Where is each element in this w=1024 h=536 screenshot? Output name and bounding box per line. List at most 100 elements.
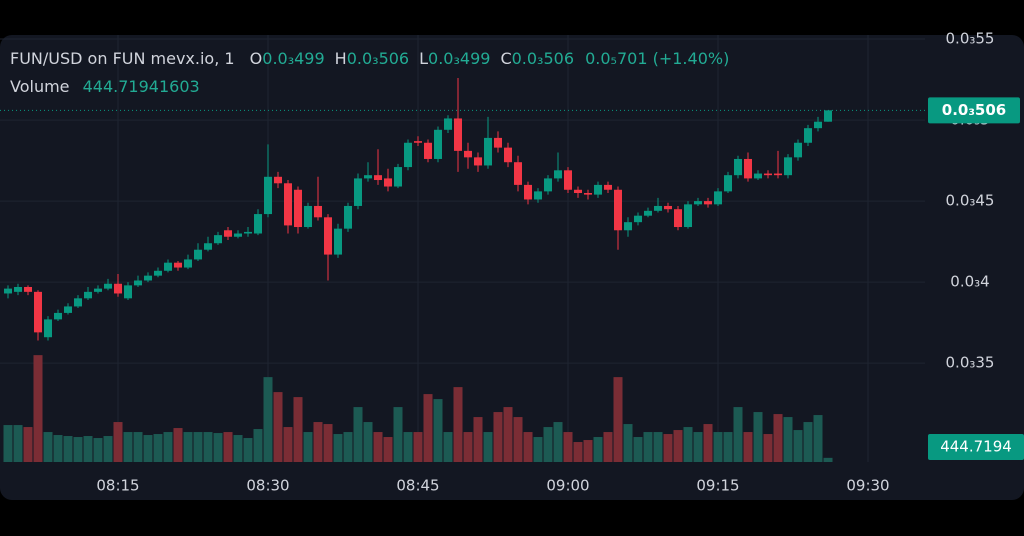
candle-body [364, 175, 372, 179]
volume-bar [243, 438, 253, 462]
candle-body [734, 158, 742, 176]
volume-bar [423, 394, 433, 462]
grid [0, 35, 925, 462]
volume-bar [743, 432, 753, 462]
volume-bar [543, 427, 553, 462]
x-tick-label: 08:15 [96, 477, 139, 495]
ohlc-label: O [249, 49, 263, 68]
volume-bar [413, 432, 423, 462]
candle-body [64, 306, 72, 313]
volume-bar [33, 355, 43, 462]
volume-value: 444.71941603 [82, 77, 200, 96]
ohlc-item: H0.0₃506 [335, 49, 409, 68]
candle-body [314, 205, 322, 218]
ohlc-value: 0.0₃499 [428, 49, 491, 68]
last-price-label: 0.0₃506 [942, 101, 1006, 119]
candle-body [74, 298, 82, 307]
volume-bar [563, 432, 573, 462]
volume-row: Volume 444.71941603 [10, 77, 200, 96]
x-tick-label: 09:15 [696, 477, 739, 495]
volume-bar [43, 432, 53, 462]
candle-body [404, 142, 412, 168]
candle-body [764, 173, 772, 176]
candle-body [134, 280, 142, 286]
volume-bar [173, 428, 183, 462]
candle-body [794, 142, 802, 158]
candles [4, 77, 832, 341]
volume-bar [433, 399, 443, 462]
volume-bar [753, 412, 763, 462]
candle-body [104, 283, 112, 289]
volume-bar [203, 432, 213, 462]
ohlc-label: L [419, 49, 429, 68]
volume-bar [463, 432, 473, 462]
volume-bar [253, 429, 263, 462]
candle-body [624, 222, 632, 231]
candle-body [94, 288, 102, 292]
volume-bar [153, 434, 163, 462]
volume-bar [473, 417, 483, 462]
symbol: FUN/USD on FUN mevx.io, 1 [10, 49, 235, 68]
candle-body [284, 183, 292, 226]
change: 0.0₅701 (+1.40%) [585, 49, 730, 68]
volume-bar [593, 437, 603, 462]
candle-body [44, 319, 52, 338]
candle-body [424, 142, 432, 159]
candle-body [374, 175, 382, 181]
volume-bar [773, 414, 783, 462]
candle-body [254, 214, 262, 234]
volume-bar [673, 430, 683, 462]
volume-bar [123, 432, 133, 462]
ohlc-item: C0.0₃506 [500, 49, 574, 68]
candle-body [704, 201, 712, 205]
candle-body [604, 184, 612, 190]
ohlc: O0.0₃499 H0.0₃506 L0.0₃499 C0.0₃506 [240, 49, 574, 68]
volume-bar [53, 435, 63, 462]
volume-bar [403, 432, 413, 462]
volume-bar [323, 424, 333, 462]
candle-body [464, 150, 472, 158]
x-tick-label: 08:45 [396, 477, 439, 495]
ohlc-value: 0.0₃506 [346, 49, 410, 68]
candle-body [514, 162, 522, 185]
volume-bar [63, 436, 73, 462]
volume-bar [143, 435, 153, 462]
volume-title: Volume [10, 77, 70, 96]
candle-body [324, 217, 332, 255]
volume-bar [113, 422, 123, 462]
volume-bar [613, 377, 623, 462]
candle-body [654, 205, 662, 211]
ohlc-item: O0.0₃499 [250, 49, 325, 68]
candle-body [454, 118, 462, 151]
volume-bar [453, 387, 463, 462]
y-tick-label: 0.0₃35 [946, 354, 995, 372]
candle-body [594, 184, 602, 195]
volume-bar [533, 437, 543, 462]
volume-pane [3, 355, 833, 462]
volume-bar [553, 422, 563, 462]
candle-body [194, 249, 202, 260]
volume-bar [83, 436, 93, 462]
volume-bar [273, 392, 283, 462]
candle-body [484, 137, 492, 166]
volume-bar [353, 407, 363, 462]
volume-bar [493, 412, 503, 462]
candle-body [24, 286, 32, 292]
candle-body [4, 288, 12, 294]
volume-bar [643, 432, 653, 462]
volume-bar [293, 397, 303, 462]
volume-bar [313, 422, 323, 462]
candle-body [614, 189, 622, 231]
volume-bar [303, 432, 313, 462]
volume-bar [663, 434, 673, 462]
candle-body [574, 189, 582, 193]
candle-body [34, 291, 42, 333]
volume-bar [503, 407, 513, 462]
candle-body [434, 129, 442, 159]
candle-body [114, 283, 122, 294]
ohlc-label: H [334, 49, 347, 68]
candle-body [774, 173, 782, 176]
volume-bar [73, 437, 83, 462]
volume-bar [213, 433, 223, 462]
